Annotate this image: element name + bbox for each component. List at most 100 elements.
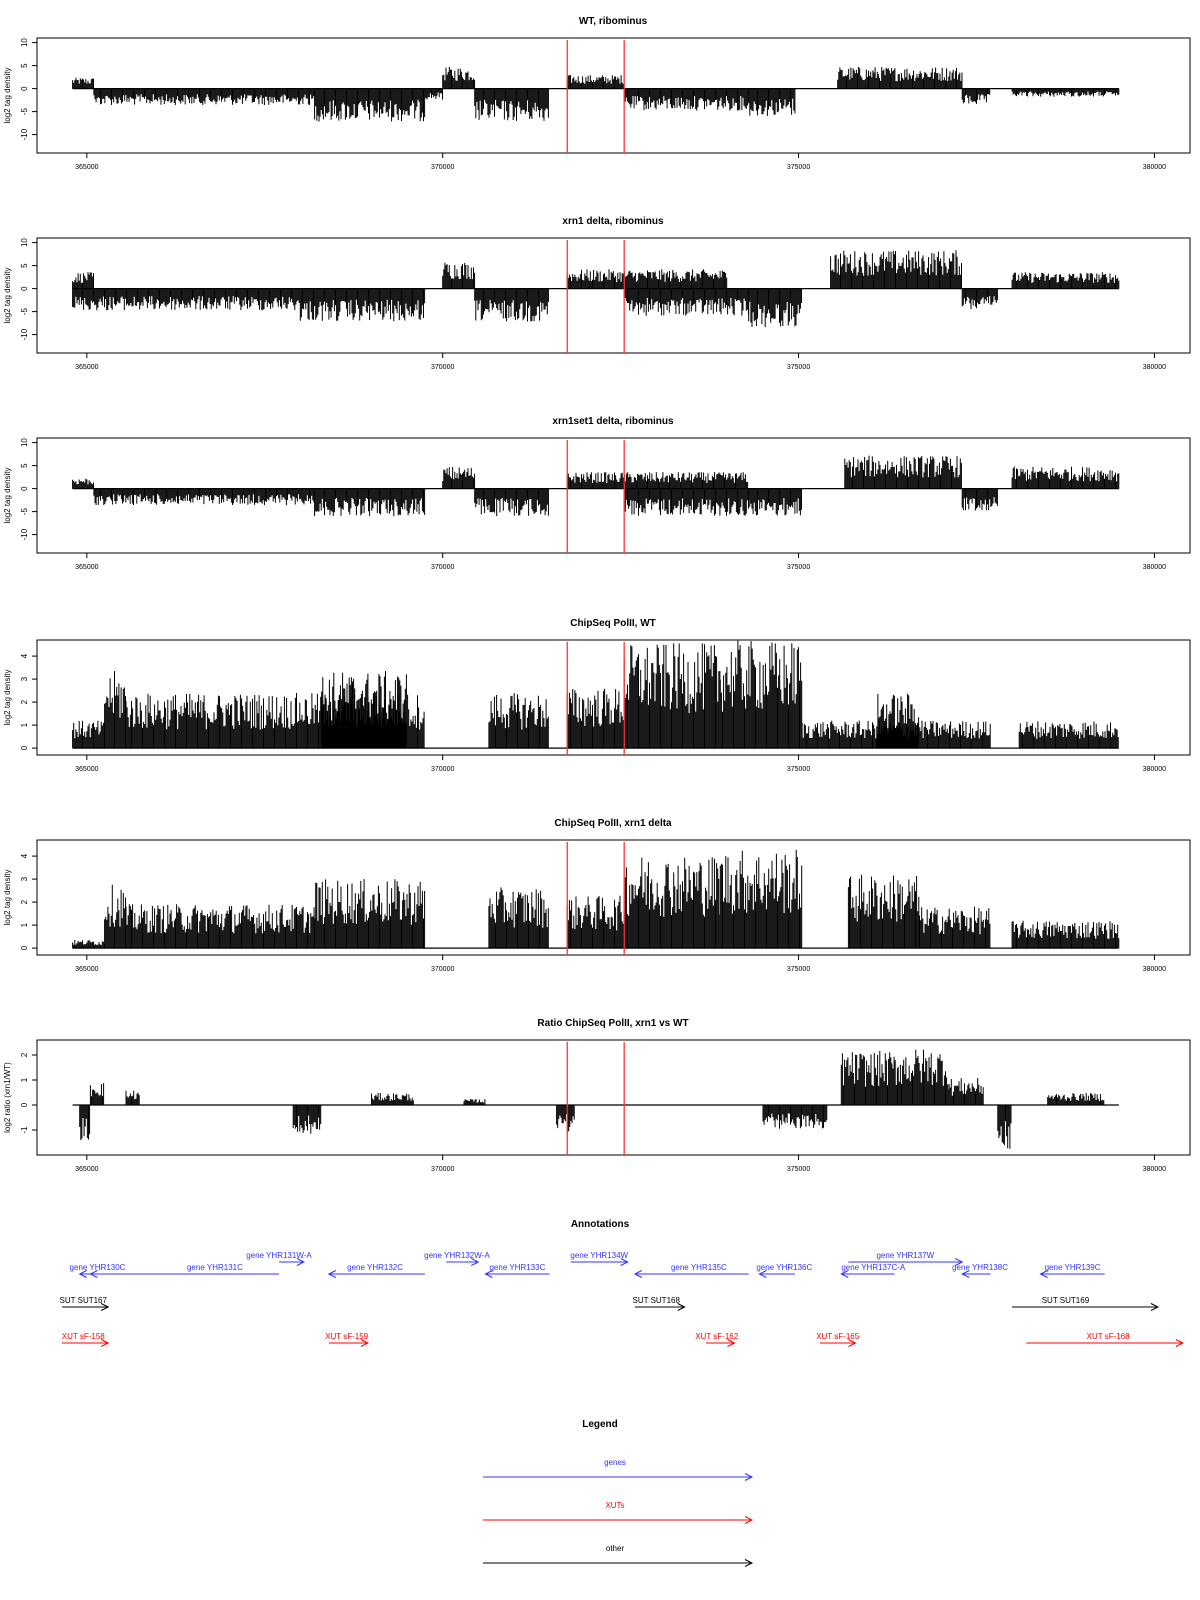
track-panel: Ratio ChipSeq PolII, xrn1 vs WT log2 rati… [3, 1018, 1191, 1173]
arrow-head-icon [484, 1270, 493, 1278]
y-tick-label: -10 [20, 328, 29, 340]
y-tick-label: 4 [20, 853, 29, 858]
feature-label: SUT SUT167 [60, 1296, 108, 1305]
x-tick-label: 370000 [431, 164, 454, 171]
annotation-feature: gene YHR138C [952, 1263, 1008, 1278]
panel-title: ChipSeq PolII, xrn1 delta [554, 818, 672, 829]
y-tick-label: -1 [20, 1126, 29, 1134]
data-trace [79, 1049, 1105, 1149]
y-tick-label: 3 [20, 676, 29, 681]
arrow-head-icon [840, 1270, 849, 1278]
annotation-feature: gene YHR132C [327, 1263, 425, 1278]
x-tick-label: 380000 [1143, 164, 1166, 171]
feature-label: SUT SUT168 [632, 1296, 680, 1305]
arrow-head-icon [471, 1258, 480, 1266]
arrow-head-icon [744, 1473, 754, 1481]
panel-title: xrn1 delta, ribominus [562, 216, 664, 227]
annotation-feature: XUT sF-162 [695, 1332, 739, 1347]
feature-label: gene YHR135C [671, 1263, 727, 1272]
y-tick-label: 1 [20, 922, 29, 927]
x-tick-label: 370000 [431, 966, 454, 973]
legend-entries: genes XUTs other [483, 1458, 754, 1567]
x-tick-label: 380000 [1143, 766, 1166, 773]
y-tick-label: 0 [20, 745, 29, 750]
y-tick-label: 5 [20, 463, 29, 468]
x-tick-label: 370000 [431, 1166, 454, 1173]
annotation-feature: SUT SUT168 [632, 1296, 686, 1311]
legend-label: XUTs [605, 1501, 624, 1510]
y-tick-label: -5 [20, 107, 29, 115]
data-trace [72, 640, 1119, 749]
annotation-feature: SUT SUT169 [1012, 1296, 1160, 1311]
y-tick-label: 10 [20, 238, 29, 247]
arrow-head-icon [744, 1559, 754, 1567]
y-tick-label: 5 [20, 63, 29, 68]
arrow-head-icon [620, 1258, 629, 1266]
arrow-head-icon [296, 1258, 306, 1266]
annotation-feature: gene YHR135C [633, 1263, 749, 1278]
arrow-head-icon [848, 1339, 857, 1347]
y-tick-label: 1 [20, 1077, 29, 1082]
x-tick-label: 365000 [75, 364, 98, 371]
x-tick-label: 375000 [787, 966, 810, 973]
feature-label: gene YHR139C [1045, 1263, 1101, 1272]
feature-label: XUT sF-162 [695, 1332, 739, 1341]
track-panel: ChipSeq PolII, WT log2 tag density 0 1 2 3 4 36… [3, 618, 1191, 773]
x-tick-label: 370000 [431, 766, 454, 773]
legend-entry: genes [483, 1458, 754, 1481]
annotation-feature: XUT sF-158 [62, 1332, 110, 1347]
legend-title: Legend [582, 1419, 618, 1430]
legend-panel: Legend genes XUTs other [483, 1419, 754, 1567]
arrow-head-icon [955, 1258, 964, 1266]
feature-label: gene YHR137W [876, 1251, 934, 1260]
data-trace [72, 250, 1120, 328]
plot-frame [36, 237, 1191, 354]
annotation-feature: gene YHR132W-A [424, 1251, 490, 1266]
arrow-head-icon [961, 1270, 970, 1278]
track-panel: ChipSeq PolII, xrn1 delta log2 tag densit… [3, 818, 1191, 973]
arrow-head-icon [360, 1339, 370, 1347]
x-tick-label: 375000 [787, 1166, 810, 1173]
y-tick-label: 2 [20, 1052, 29, 1057]
feature-label: XUT sF-158 [62, 1332, 106, 1341]
annotations-panel: Annotations gene YHR130C gene YHR131Cgene… [60, 1219, 1184, 1347]
legend-label: other [606, 1544, 625, 1553]
x-tick-label: 375000 [787, 164, 810, 171]
x-tick-label: 380000 [1143, 966, 1166, 973]
annotation-feature: gene YHR139C [1039, 1263, 1105, 1278]
plot-frame [36, 1039, 1191, 1156]
annotation-feature: gene YHR137C-A [840, 1263, 906, 1278]
track-panel: WT, ribominus log2 tag density 10 5 0 -5 -10 36… [3, 16, 1191, 171]
panel-title: WT, ribominus [579, 16, 648, 27]
x-tick-label: 365000 [75, 564, 98, 571]
annotation-feature: XUT sF-168 [1026, 1332, 1184, 1347]
arrow-head-icon [758, 1270, 767, 1278]
feature-label: XUT sF-165 [816, 1332, 860, 1341]
plot-frame [36, 839, 1191, 956]
arrow-head-icon [100, 1339, 110, 1347]
x-tick-label: 365000 [75, 164, 98, 171]
x-tick-label: 365000 [75, 1166, 98, 1173]
feature-label: gene YHR132C [347, 1263, 403, 1272]
arrow-head-icon [100, 1303, 110, 1311]
arrow-head-icon [1175, 1339, 1184, 1347]
arrow-head-icon [677, 1303, 686, 1311]
arrow-head-icon [1039, 1270, 1048, 1278]
y-tick-label: 0 [20, 945, 29, 950]
x-tick-label: 375000 [787, 766, 810, 773]
feature-label: gene YHR134W [570, 1251, 628, 1260]
arrow-head-icon [633, 1270, 643, 1278]
feature-label: gene YHR133C [489, 1263, 545, 1272]
annotation-feature: gene YHR133C [484, 1263, 550, 1278]
data-trace [72, 455, 1120, 517]
y-tick-label: -5 [20, 307, 29, 315]
feature-label: gene YHR130C [70, 1263, 126, 1272]
feature-label: gene YHR132W-A [424, 1251, 490, 1260]
panel-title: xrn1set1 delta, ribominus [552, 416, 674, 427]
arrow-head-icon [78, 1270, 87, 1278]
feature-label: SUT SUT169 [1042, 1296, 1090, 1305]
x-tick-label: 365000 [75, 966, 98, 973]
annotation-feature: SUT SUT167 [60, 1296, 110, 1311]
arrow-head-icon [727, 1339, 736, 1347]
